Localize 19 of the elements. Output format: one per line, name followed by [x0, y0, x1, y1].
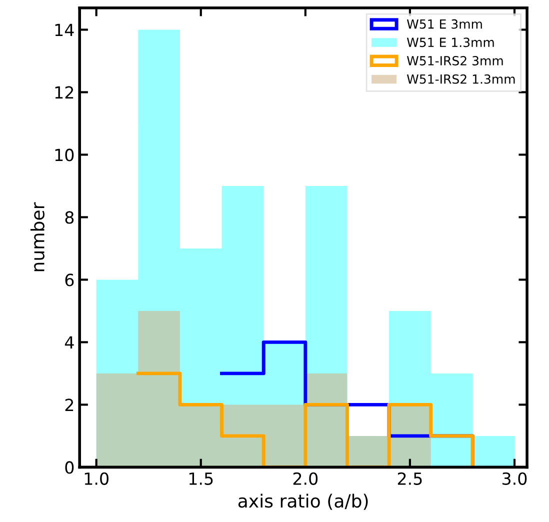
y-tick-label: 6: [65, 274, 74, 286]
legend-label: W51-IRS2 1.3mm: [406, 74, 515, 84]
y-tick-label: 0: [65, 461, 74, 474]
y-tick-label: 8: [65, 211, 74, 224]
legend-label: W51-IRS2 3mm: [406, 56, 503, 66]
x-tick-label: 1.5: [189, 472, 213, 485]
x-tick-label: 1.0: [84, 472, 108, 485]
y-tick-label: 10: [55, 148, 74, 162]
legend-label: W51 E 3mm: [406, 19, 482, 29]
x-axis-title: axis ratio (a/b): [238, 494, 368, 510]
y-tick-label: 12: [55, 86, 74, 99]
legend-label: W51 E 1.3mm: [406, 38, 494, 48]
y-tick-label: 2: [65, 398, 74, 412]
x-tick-label: 3.0: [502, 472, 527, 485]
y-tick-label: 4: [64, 336, 74, 349]
y-axis-title: number: [30, 202, 44, 272]
x-tick-label: 2.5: [398, 472, 422, 485]
x-tick-label: 2.0: [293, 472, 318, 485]
y-tick-label: 14: [55, 24, 74, 36]
